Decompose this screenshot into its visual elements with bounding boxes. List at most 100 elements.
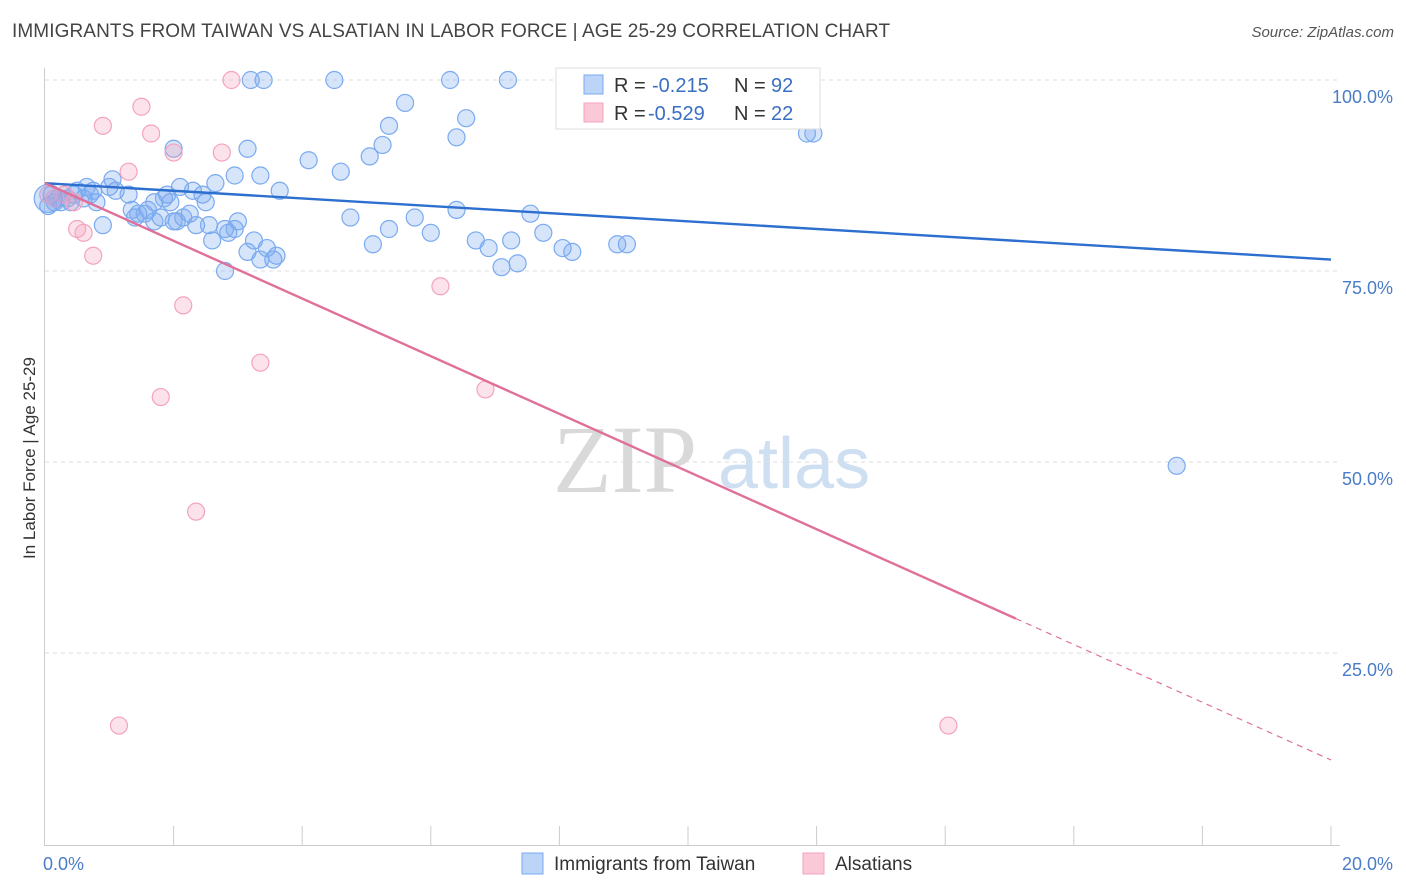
point-alsatians [141,124,161,143]
scatter-points [33,70,1186,735]
y-tick-labels: 25.0% 50.0% 75.0% 100.0% [1332,87,1393,680]
point-taiwan [325,70,344,90]
point-taiwan [228,212,247,231]
watermark-zip: ZIP [553,406,697,513]
point-alsatians [251,353,270,372]
legend-n-value-1: 92 [771,75,793,97]
point-alsatians [187,502,206,521]
point-alsatians [174,296,193,315]
point-taiwan [225,166,244,185]
point-taiwan [447,128,466,147]
legend-n-label-1: N = [734,75,766,97]
point-alsatians [431,277,450,296]
legend-n-label-2: N = [734,103,766,125]
point-taiwan [206,174,225,193]
point-taiwan [553,238,572,258]
point-taiwan [479,238,498,258]
point-taiwan [164,139,183,158]
point-taiwan [331,162,350,181]
legend-r-label-1: R = [614,75,646,97]
trend-line-taiwan [44,181,1332,261]
trend-lines [44,181,1332,761]
point-taiwan [93,216,112,235]
point-taiwan [199,216,219,235]
legend-n-value-2: 22 [771,103,793,125]
point-alsatians [939,716,958,735]
point-taiwan [421,223,440,242]
legend-r-value-2: -0.529 [648,103,705,125]
point-taiwan [1167,456,1186,475]
point-taiwan [457,109,476,128]
point-taiwan [363,235,383,254]
point-taiwan [251,166,270,185]
point-alsatians [151,387,170,407]
trend-line-alsatians [44,182,1017,620]
point-alsatians [119,162,138,181]
y-tick-label: 75.0% [1342,278,1393,298]
point-taiwan [360,147,379,166]
watermark: ZIP atlas [553,406,870,513]
point-taiwan [180,204,199,223]
point-taiwan [534,223,553,242]
watermark-atlas: atlas [718,424,870,504]
point-taiwan [498,70,518,90]
legend-swatch-taiwan [583,74,604,95]
point-taiwan [238,139,257,158]
bottom-legend-swatch-taiwan [521,852,544,875]
point-alsatians [109,716,129,735]
point-taiwan [395,93,415,113]
point-taiwan [617,235,637,254]
point-alsatians [84,246,103,265]
legend-r-value-1: -0.215 [652,75,709,97]
axes [44,68,1340,846]
point-taiwan [145,193,164,212]
y-axis-title: In Labor Force | Age 25-29 [20,357,39,559]
point-alsatians [74,223,93,242]
point-taiwan [129,204,148,223]
point-alsatians [45,189,64,208]
grid-lines [45,79,1340,654]
point-alsatians [164,143,183,162]
point-taiwan [267,246,286,265]
chart-title: IMMIGRANTS FROM TAIWAN VS ALSATIAN IN LA… [12,21,891,42]
x-tick-label-max: 20.0% [1342,854,1393,874]
bottom-legend-swatch-alsatians [802,852,825,875]
point-taiwan [341,208,360,227]
point-taiwan [508,254,527,273]
bottom-legend: Immigrants from Taiwan Alsatians [521,852,912,875]
y-tick-label: 50.0% [1342,469,1393,489]
point-taiwan [502,231,521,250]
point-alsatians [93,116,112,135]
point-taiwan [270,181,289,200]
point-taiwan [196,193,215,212]
trend-line-alsatians-extension [1015,618,1332,761]
bottom-legend-label-taiwan: Immigrants from Taiwan [554,854,755,875]
point-alsatians [222,70,241,90]
point-taiwan [492,258,511,277]
top-legend: R = -0.215 N = 92 R = -0.529 N = 22 [555,67,821,130]
x-tick-label-min: 0.0% [43,854,84,874]
x-tick-labels: 0.0% 20.0% [43,854,1393,874]
point-alsatians [132,97,151,116]
point-taiwan [379,219,399,239]
y-tick-label: 25.0% [1342,660,1393,680]
point-taiwan [608,235,627,254]
chart-source: Source: ZipAtlas.com [1251,24,1394,41]
point-taiwan [119,185,138,204]
legend-r-label-2: R = [614,103,646,125]
point-taiwan [203,231,222,250]
point-taiwan [254,70,273,90]
point-taiwan [187,216,206,235]
point-taiwan [405,208,424,227]
point-taiwan [379,116,399,135]
point-taiwan [257,238,276,258]
point-taiwan [521,204,540,223]
legend-swatch-alsatians [583,102,604,123]
bottom-legend-label-alsatians: Alsatians [835,854,912,875]
point-taiwan [154,189,174,208]
point-taiwan [241,70,260,90]
point-taiwan [440,70,460,90]
point-taiwan [447,200,466,219]
point-alsatians [212,143,231,162]
